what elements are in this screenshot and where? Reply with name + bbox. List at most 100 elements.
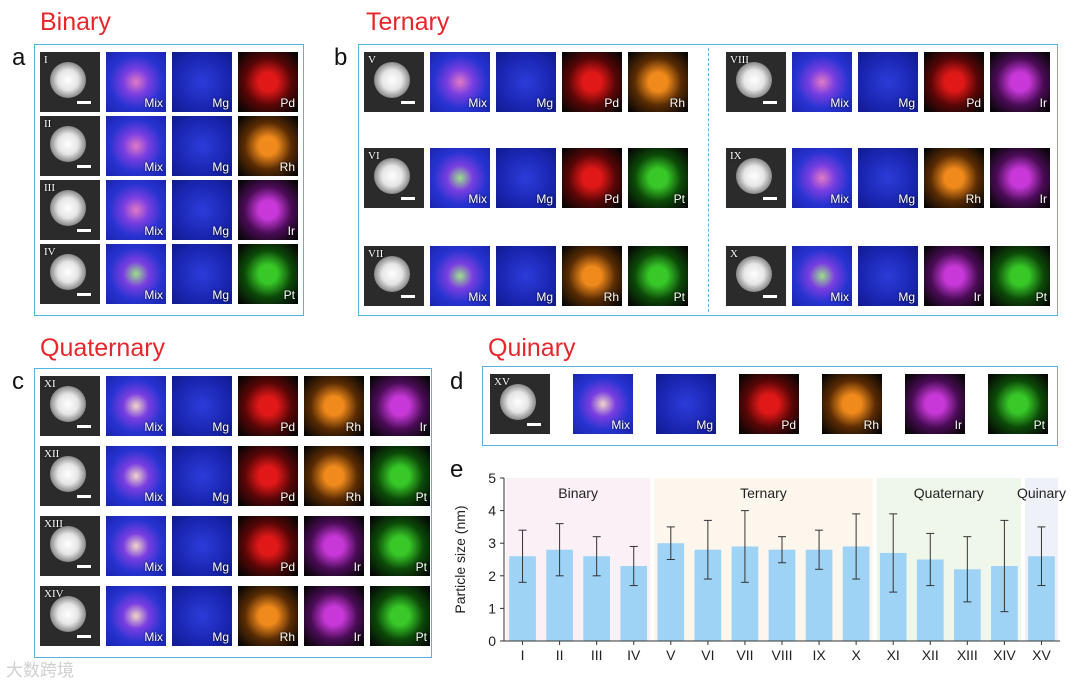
haadf-image: I	[40, 52, 100, 112]
scale-bar	[763, 197, 777, 200]
pt-map: Pt	[370, 516, 430, 576]
sample-numeral: VII	[368, 248, 384, 260]
map-label: Mg	[212, 420, 229, 434]
map-label: Pd	[280, 560, 295, 574]
mix-map: Mix	[430, 52, 490, 112]
map-label: Mg	[898, 290, 915, 304]
panel-letter-d: d	[450, 368, 464, 395]
sample-numeral: X	[730, 248, 738, 260]
rh-map: Rh	[924, 148, 984, 208]
sample-numeral: XI	[44, 378, 56, 390]
mix-map: Mix	[792, 52, 852, 112]
x-tick-label: VIII	[771, 647, 792, 663]
panel-letter-c: c	[12, 368, 24, 395]
haadf-image: XIII	[40, 516, 100, 576]
map-label: Pd	[781, 418, 796, 432]
ir-map: Ir	[924, 246, 984, 306]
map-label: Pt	[415, 630, 427, 644]
map-label: Mix	[830, 290, 849, 304]
group-label: Quaternary	[914, 485, 984, 501]
scale-bar	[763, 101, 777, 104]
map-label: Pt	[1033, 418, 1045, 432]
rh-map: Rh	[238, 116, 298, 176]
map-label: Mg	[536, 192, 553, 206]
x-tick-label: V	[666, 647, 676, 663]
mg-map: Mg	[172, 180, 232, 240]
mix-map: Mix	[573, 374, 633, 434]
mix-map: Mix	[106, 586, 166, 646]
scale-bar	[77, 165, 91, 168]
ternary-title: Ternary	[366, 8, 450, 36]
mg-map: Mg	[656, 374, 716, 434]
haadf-image: VI	[364, 148, 424, 208]
x-tick-label: VI	[701, 647, 714, 663]
x-tick-label: III	[591, 647, 603, 663]
mg-map: Mg	[858, 148, 918, 208]
sample-numeral: IX	[730, 150, 742, 162]
map-label: Ir	[419, 420, 427, 434]
mg-map: Mg	[496, 246, 556, 306]
mg-map: Mg	[172, 516, 232, 576]
map-label: Mg	[212, 160, 229, 174]
map-label: Mix	[144, 224, 163, 238]
haadf-image: XV	[490, 374, 550, 434]
x-tick-label: XV	[1032, 647, 1051, 663]
x-tick-label: XI	[887, 647, 900, 663]
sample-numeral: V	[368, 54, 376, 66]
pd-map: Pd	[739, 374, 799, 434]
x-tick-label: I	[521, 647, 525, 663]
quaternary-title: Quaternary	[40, 334, 166, 362]
ir-map: Ir	[990, 148, 1050, 208]
mg-map: Mg	[858, 246, 918, 306]
ir-map: Ir	[905, 374, 965, 434]
haadf-image: XII	[40, 446, 100, 506]
scale-bar	[77, 635, 91, 638]
y-axis-label: Particle size (nm)	[452, 505, 468, 613]
scale-bar	[401, 197, 415, 200]
map-label: Mg	[536, 290, 553, 304]
map-label: Pd	[604, 192, 619, 206]
x-tick-label: II	[556, 647, 564, 663]
binary-title: Binary	[40, 8, 111, 36]
map-label: Pt	[673, 192, 685, 206]
sample-numeral: IV	[44, 246, 56, 258]
mix-map: Mix	[106, 446, 166, 506]
pt-map: Pt	[370, 586, 430, 646]
mg-map: Mg	[496, 52, 556, 112]
map-label: Mg	[898, 96, 915, 110]
haadf-image: II	[40, 116, 100, 176]
scale-bar	[77, 425, 91, 428]
watermark: 大数跨境	[6, 661, 74, 681]
mix-map: Mix	[106, 52, 166, 112]
mix-map: Mix	[106, 516, 166, 576]
map-label: Pt	[673, 290, 685, 304]
panel-letter-b: b	[334, 44, 348, 71]
sample-numeral: XII	[44, 448, 60, 460]
map-label: Rh	[279, 630, 295, 644]
group-band	[654, 478, 873, 641]
map-label: Ir	[353, 630, 361, 644]
haadf-image: IV	[40, 244, 100, 304]
panel-letter-e: e	[450, 456, 464, 483]
sample-numeral: I	[44, 54, 48, 66]
map-label: Mg	[212, 288, 229, 302]
map-label: Mg	[212, 630, 229, 644]
sample-numeral: II	[44, 118, 52, 130]
pt-map: Pt	[370, 446, 430, 506]
ir-map: Ir	[990, 52, 1050, 112]
rh-map: Rh	[238, 586, 298, 646]
mix-map: Mix	[430, 148, 490, 208]
haadf-image: III	[40, 180, 100, 240]
map-label: Mix	[144, 490, 163, 504]
pd-map: Pd	[238, 376, 298, 436]
y-tick-label: 5	[488, 470, 496, 486]
y-tick-label: 1	[488, 600, 496, 616]
map-label: Mix	[830, 192, 849, 206]
mix-map: Mix	[792, 246, 852, 306]
map-label: Mix	[144, 288, 163, 302]
map-label: Pd	[280, 96, 295, 110]
map-label: Pt	[415, 490, 427, 504]
pd-map: Pd	[562, 52, 622, 112]
scale-bar	[77, 565, 91, 568]
haadf-image: V	[364, 52, 424, 112]
